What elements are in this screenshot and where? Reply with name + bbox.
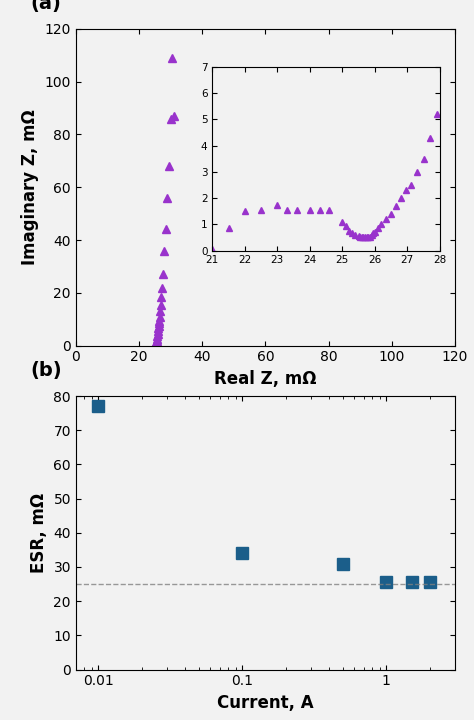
Y-axis label: Imaginary Z, mΩ: Imaginary Z, mΩ [21,109,39,265]
Text: (a): (a) [30,0,61,13]
X-axis label: Real Z, mΩ: Real Z, mΩ [214,370,317,388]
X-axis label: Current, A: Current, A [217,694,314,712]
Y-axis label: ESR, mΩ: ESR, mΩ [30,492,48,573]
Text: (b): (b) [30,361,62,379]
